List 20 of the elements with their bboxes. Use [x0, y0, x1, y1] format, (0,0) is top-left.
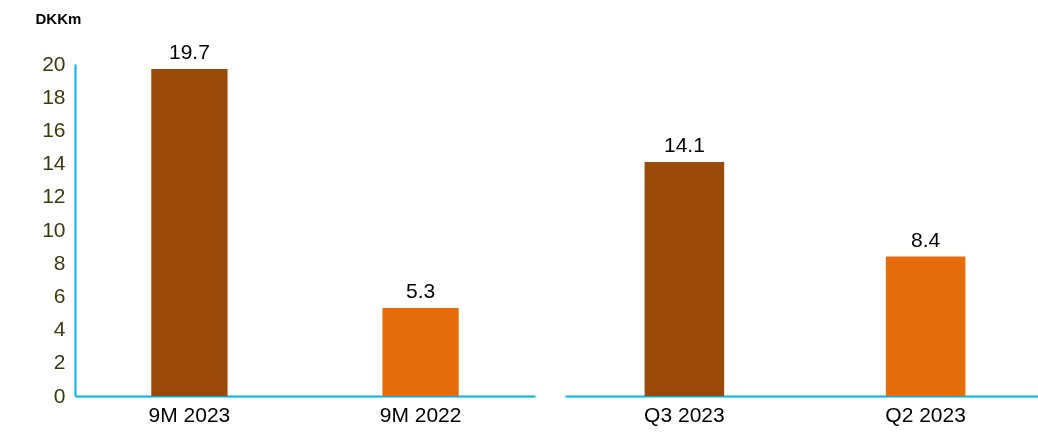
x-tick-label: 9M 2023 — [148, 402, 231, 426]
data-label: 19.7 — [168, 39, 210, 63]
y-tick-label: 4 — [53, 317, 66, 341]
data-label: 5.3 — [405, 279, 436, 303]
x-tick-label: 9M 2022 — [379, 402, 462, 426]
y-tick-label: 14 — [42, 151, 66, 175]
y-tick-label: 16 — [42, 117, 66, 141]
x-tick-label: Q3 2023 — [644, 402, 725, 426]
data-label: 8.4 — [911, 227, 941, 251]
y-tick-label: 12 — [42, 184, 66, 208]
x-tick-label: Q2 2023 — [885, 402, 966, 426]
y-tick-label: 2 — [53, 350, 66, 374]
y-tick-label: 6 — [53, 283, 66, 307]
data-label: 14.1 — [663, 132, 705, 156]
y-tick-label: 20 — [42, 51, 66, 75]
y-tick-label: 0 — [53, 383, 66, 407]
y-tick-label: 18 — [42, 84, 66, 108]
y-tick-label: 8 — [53, 250, 66, 274]
y-tick-label: 10 — [42, 217, 66, 241]
y-axis-title: DKKm — [35, 9, 82, 27]
